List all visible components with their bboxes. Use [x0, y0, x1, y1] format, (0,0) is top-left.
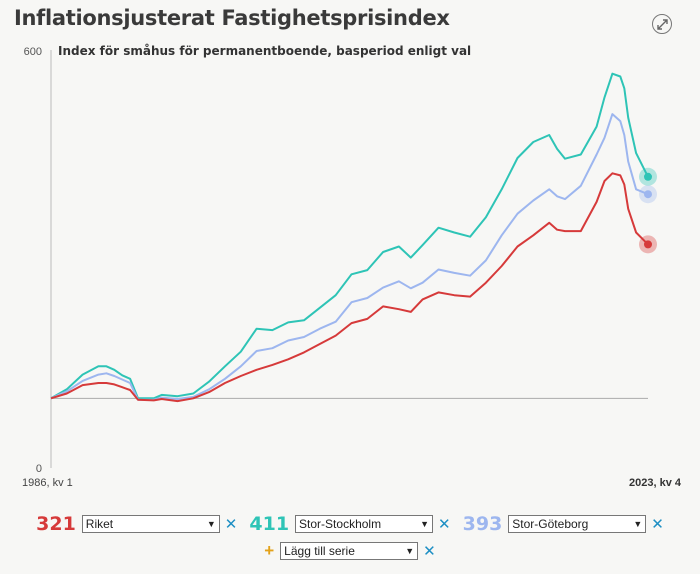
legend-row-add: + Lägg till serie ▼ ✕ — [0, 539, 700, 563]
expand-arrows-icon[interactable] — [652, 14, 672, 34]
chevron-down-icon: ▼ — [420, 519, 430, 529]
series-select-label: Stor-Stockholm — [299, 517, 382, 531]
series-select-label: Riket — [85, 517, 114, 531]
plus-icon[interactable]: + — [264, 541, 275, 560]
remove-icon[interactable]: ✕ — [651, 516, 664, 533]
end-point-riket[interactable] — [644, 240, 652, 249]
end-point-stor-g-teborg[interactable] — [644, 190, 652, 199]
y-tick-bottom: 0 — [36, 463, 42, 475]
series-select-goteborg[interactable]: Stor-Göteborg ▼ — [508, 515, 647, 533]
series-layer — [50, 72, 657, 403]
end-point-stor-stockholm[interactable] — [644, 172, 652, 181]
legend-row-series: 321 Riket ▼ ✕ 411 Stor-Stockholm ▼ ✕ 393… — [0, 512, 700, 536]
series-value-riket: 321 — [36, 513, 76, 535]
x-label-end: 2023, kv 4 — [629, 477, 682, 489]
chart-title-main: Inflationsjusterat Fastighetsprisindex — [14, 6, 450, 30]
y-tick-top: 600 — [24, 46, 42, 58]
chevron-down-icon: ▼ — [633, 519, 643, 529]
series-line-stor-stockholm — [50, 72, 649, 400]
series-control-stockholm: 411 Stor-Stockholm ▼ ✕ — [249, 513, 450, 535]
remove-icon[interactable]: ✕ — [438, 516, 451, 533]
series-value-goteborg: 393 — [462, 513, 503, 535]
series-select-label: Stor-Göteborg — [512, 517, 589, 531]
series-line-stor-g-teborg — [50, 113, 649, 401]
remove-icon[interactable]: ✕ — [423, 543, 436, 560]
series-control-goteborg: 393 Stor-Göteborg ▼ ✕ — [463, 513, 664, 535]
add-series-control: + Lägg till serie ▼ ✕ — [264, 541, 436, 561]
chart-subtitle: Index för småhus för permanentboende, ba… — [58, 44, 471, 58]
chevron-down-icon: ▼ — [405, 546, 415, 556]
series-select-stockholm[interactable]: Stor-Stockholm ▼ — [295, 515, 434, 533]
add-series-select[interactable]: Lägg till serie ▼ — [280, 542, 419, 560]
series-control-riket: 321 Riket ▼ ✕ — [36, 513, 237, 535]
add-series-label: Lägg till serie — [284, 544, 355, 558]
series-line-riket — [50, 172, 649, 403]
x-label-start: 1986, kv 1 — [22, 477, 73, 489]
line-chart: 600 0 Index för småhus för permanentboen… — [22, 44, 682, 489]
series-value-stockholm: 411 — [249, 513, 290, 535]
remove-icon[interactable]: ✕ — [224, 516, 238, 533]
series-select-riket[interactable]: Riket ▼ — [81, 515, 220, 533]
chevron-down-icon: ▼ — [206, 519, 216, 529]
